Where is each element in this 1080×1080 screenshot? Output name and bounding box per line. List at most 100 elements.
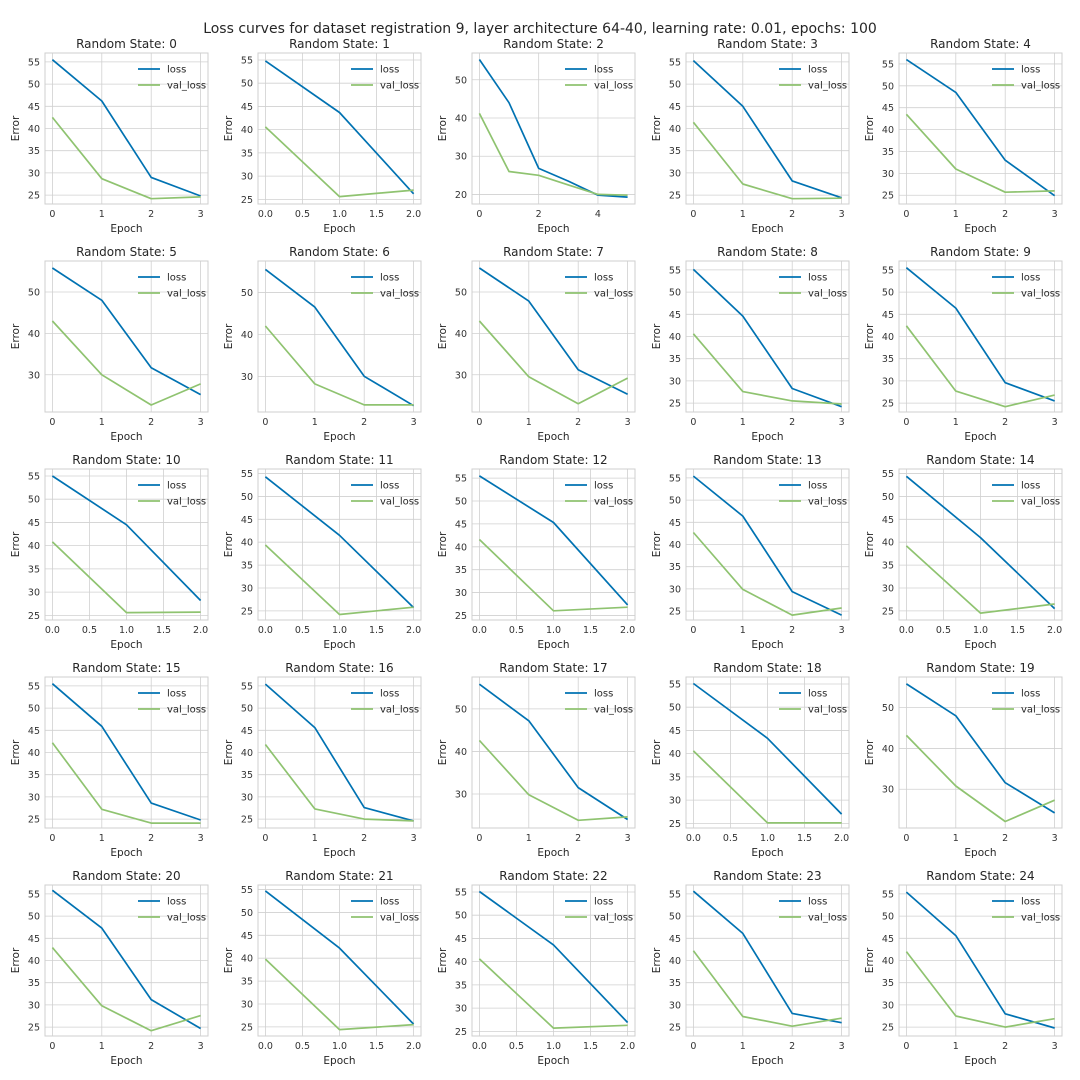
series-line-loss bbox=[51, 475, 202, 602]
y-tick-label: 50 bbox=[241, 79, 253, 90]
y-tick-label: 40 bbox=[28, 748, 40, 759]
y-tick-label: 55 bbox=[455, 887, 467, 898]
subplot-0: Random State: 0 0 1 2 3 25 30 35 40 45 50 55 Epoch Er… bbox=[10, 37, 209, 235]
subplot-grid: Random State: 00 1 2 325303540455055EpochEr… bbox=[10, 37, 1063, 1067]
x-tick-label: 1 bbox=[312, 833, 318, 844]
y-tick-label: 40 bbox=[241, 125, 253, 136]
series-line-val-loss bbox=[692, 333, 842, 405]
y-tick-label: 55 bbox=[28, 889, 40, 900]
x-tick-label: 1.0 bbox=[546, 1041, 561, 1052]
legend-label-val-loss: val_loss bbox=[380, 289, 419, 300]
y-axis-label: Error bbox=[864, 323, 876, 349]
y-axis-label: Error bbox=[10, 531, 22, 557]
x-tick-label: 0.0 bbox=[472, 625, 487, 636]
y-tick-label: 40 bbox=[455, 957, 467, 968]
series-line-loss bbox=[905, 475, 1056, 610]
y-tick-label: 50 bbox=[455, 497, 467, 508]
x-tick-label: 1 bbox=[99, 833, 105, 844]
x-tick-label: 0 bbox=[262, 417, 268, 428]
series-line-val-loss bbox=[478, 320, 628, 405]
y-tick-label: 50 bbox=[28, 80, 40, 91]
legend-label-loss: loss bbox=[808, 481, 827, 492]
subplot-title: Random State: 4 bbox=[930, 37, 1031, 51]
y-tick-label: 50 bbox=[241, 492, 253, 503]
legend-label-loss: loss bbox=[1021, 273, 1040, 284]
x-axis-label: Epoch bbox=[751, 431, 783, 443]
x-tick-label: 2.0 bbox=[406, 209, 421, 220]
series-line-val-loss bbox=[692, 121, 842, 200]
x-tick-label: 3 bbox=[625, 833, 631, 844]
x-tick-label: 0 bbox=[49, 209, 55, 220]
y-tick-label: 30 bbox=[28, 792, 40, 803]
series-line-val-loss bbox=[51, 541, 201, 614]
y-axis-label: Error bbox=[10, 115, 22, 141]
x-tick-label: 0 bbox=[690, 625, 696, 636]
y-axis-label: Error bbox=[437, 739, 449, 765]
series-line-val-loss bbox=[264, 325, 414, 406]
subplot-22: Random State: 22 0.0 0.5 1.0 1.5 2.0 25 30 35 40 4… bbox=[437, 869, 636, 1067]
y-tick-label: 40 bbox=[28, 956, 40, 967]
legend-label-val-loss: val_loss bbox=[808, 913, 847, 924]
series-line-loss bbox=[692, 59, 842, 199]
x-tick-label: 2 bbox=[575, 833, 581, 844]
x-tick-label: 0.0 bbox=[899, 625, 914, 636]
series-line-loss bbox=[51, 267, 202, 396]
y-tick-label: 55 bbox=[882, 59, 894, 70]
y-tick-label: 50 bbox=[455, 288, 467, 299]
series-line-loss bbox=[692, 890, 842, 1024]
x-tick-label: 3 bbox=[411, 417, 417, 428]
y-tick-label: 55 bbox=[241, 681, 253, 692]
x-tick-label: 0 bbox=[903, 833, 909, 844]
x-tick-label: 2.0 bbox=[1047, 625, 1062, 636]
plot-frame bbox=[257, 260, 422, 413]
y-tick-label: 35 bbox=[241, 770, 253, 781]
plot-frame bbox=[898, 884, 1063, 1037]
y-tick-label: 25 bbox=[241, 1022, 253, 1033]
x-tick-label: 3 bbox=[411, 833, 417, 844]
subplot-7: Random State: 7 0 1 2 3 30 40 50 Epoch Error loss v… bbox=[437, 245, 636, 443]
legend-label-val-loss: val_loss bbox=[594, 289, 633, 300]
x-tick-label: 1.5 bbox=[369, 625, 384, 636]
x-tick-label: 1.5 bbox=[583, 1041, 598, 1052]
x-tick-label: 0 bbox=[476, 209, 482, 220]
y-tick-label: 40 bbox=[28, 124, 40, 135]
y-tick-label: 25 bbox=[669, 819, 681, 830]
x-tick-label: 3 bbox=[839, 1041, 845, 1052]
subplot-title: Random State: 5 bbox=[76, 245, 177, 259]
x-tick-label: 2 bbox=[1002, 833, 1008, 844]
legend-label-loss: loss bbox=[1021, 689, 1040, 700]
y-tick-label: 40 bbox=[669, 332, 681, 343]
series-line-val-loss bbox=[905, 951, 1055, 1028]
y-tick-label: 45 bbox=[28, 726, 40, 737]
series-line-loss bbox=[264, 683, 414, 822]
subplot-16: Random State: 16 0 1 2 3 25 30 35 40 45 50 55 Epoch E… bbox=[223, 661, 422, 859]
y-tick-label: 55 bbox=[241, 469, 253, 480]
subplot-2: Random State: 2 0 2 4 20 30 40 50 Epoch Error loss… bbox=[437, 37, 636, 235]
y-tick-label: 35 bbox=[28, 146, 40, 157]
subplot-title: Random State: 14 bbox=[926, 453, 1034, 467]
legend-label-loss: loss bbox=[594, 481, 613, 492]
x-axis-label: Epoch bbox=[537, 639, 569, 651]
subplot-title: Random State: 10 bbox=[72, 453, 180, 467]
y-axis-label: Error bbox=[223, 531, 235, 557]
subplot-title: Random State: 22 bbox=[499, 869, 607, 883]
plot-frame bbox=[685, 260, 850, 413]
x-tick-label: 0.5 bbox=[295, 1041, 310, 1052]
y-tick-label: 25 bbox=[241, 606, 253, 617]
y-tick-label: 40 bbox=[882, 956, 894, 967]
subplot-12: Random State: 12 0.0 0.5 1.0 1.5 2.0 25 30 35 40 4… bbox=[437, 453, 636, 651]
y-tick-label: 30 bbox=[669, 796, 681, 807]
subplot-title: Random State: 19 bbox=[926, 661, 1034, 675]
x-tick-label: 0.0 bbox=[258, 625, 273, 636]
legend-label-val-loss: val_loss bbox=[594, 913, 633, 924]
series-line-val-loss bbox=[478, 538, 628, 612]
series-line-loss bbox=[692, 475, 842, 616]
subplot-10: Random State: 10 0.0 0.5 1.0 1.5 2.0 25 30 35 40 4… bbox=[10, 453, 209, 651]
x-tick-label: 2.0 bbox=[620, 625, 635, 636]
subplot-title: Random State: 17 bbox=[499, 661, 607, 675]
y-tick-label: 45 bbox=[241, 931, 253, 942]
series-line-loss bbox=[264, 890, 415, 1025]
x-tick-label: 1.5 bbox=[156, 625, 171, 636]
legend-label-val-loss: val_loss bbox=[594, 705, 633, 716]
y-tick-label: 35 bbox=[28, 978, 40, 989]
